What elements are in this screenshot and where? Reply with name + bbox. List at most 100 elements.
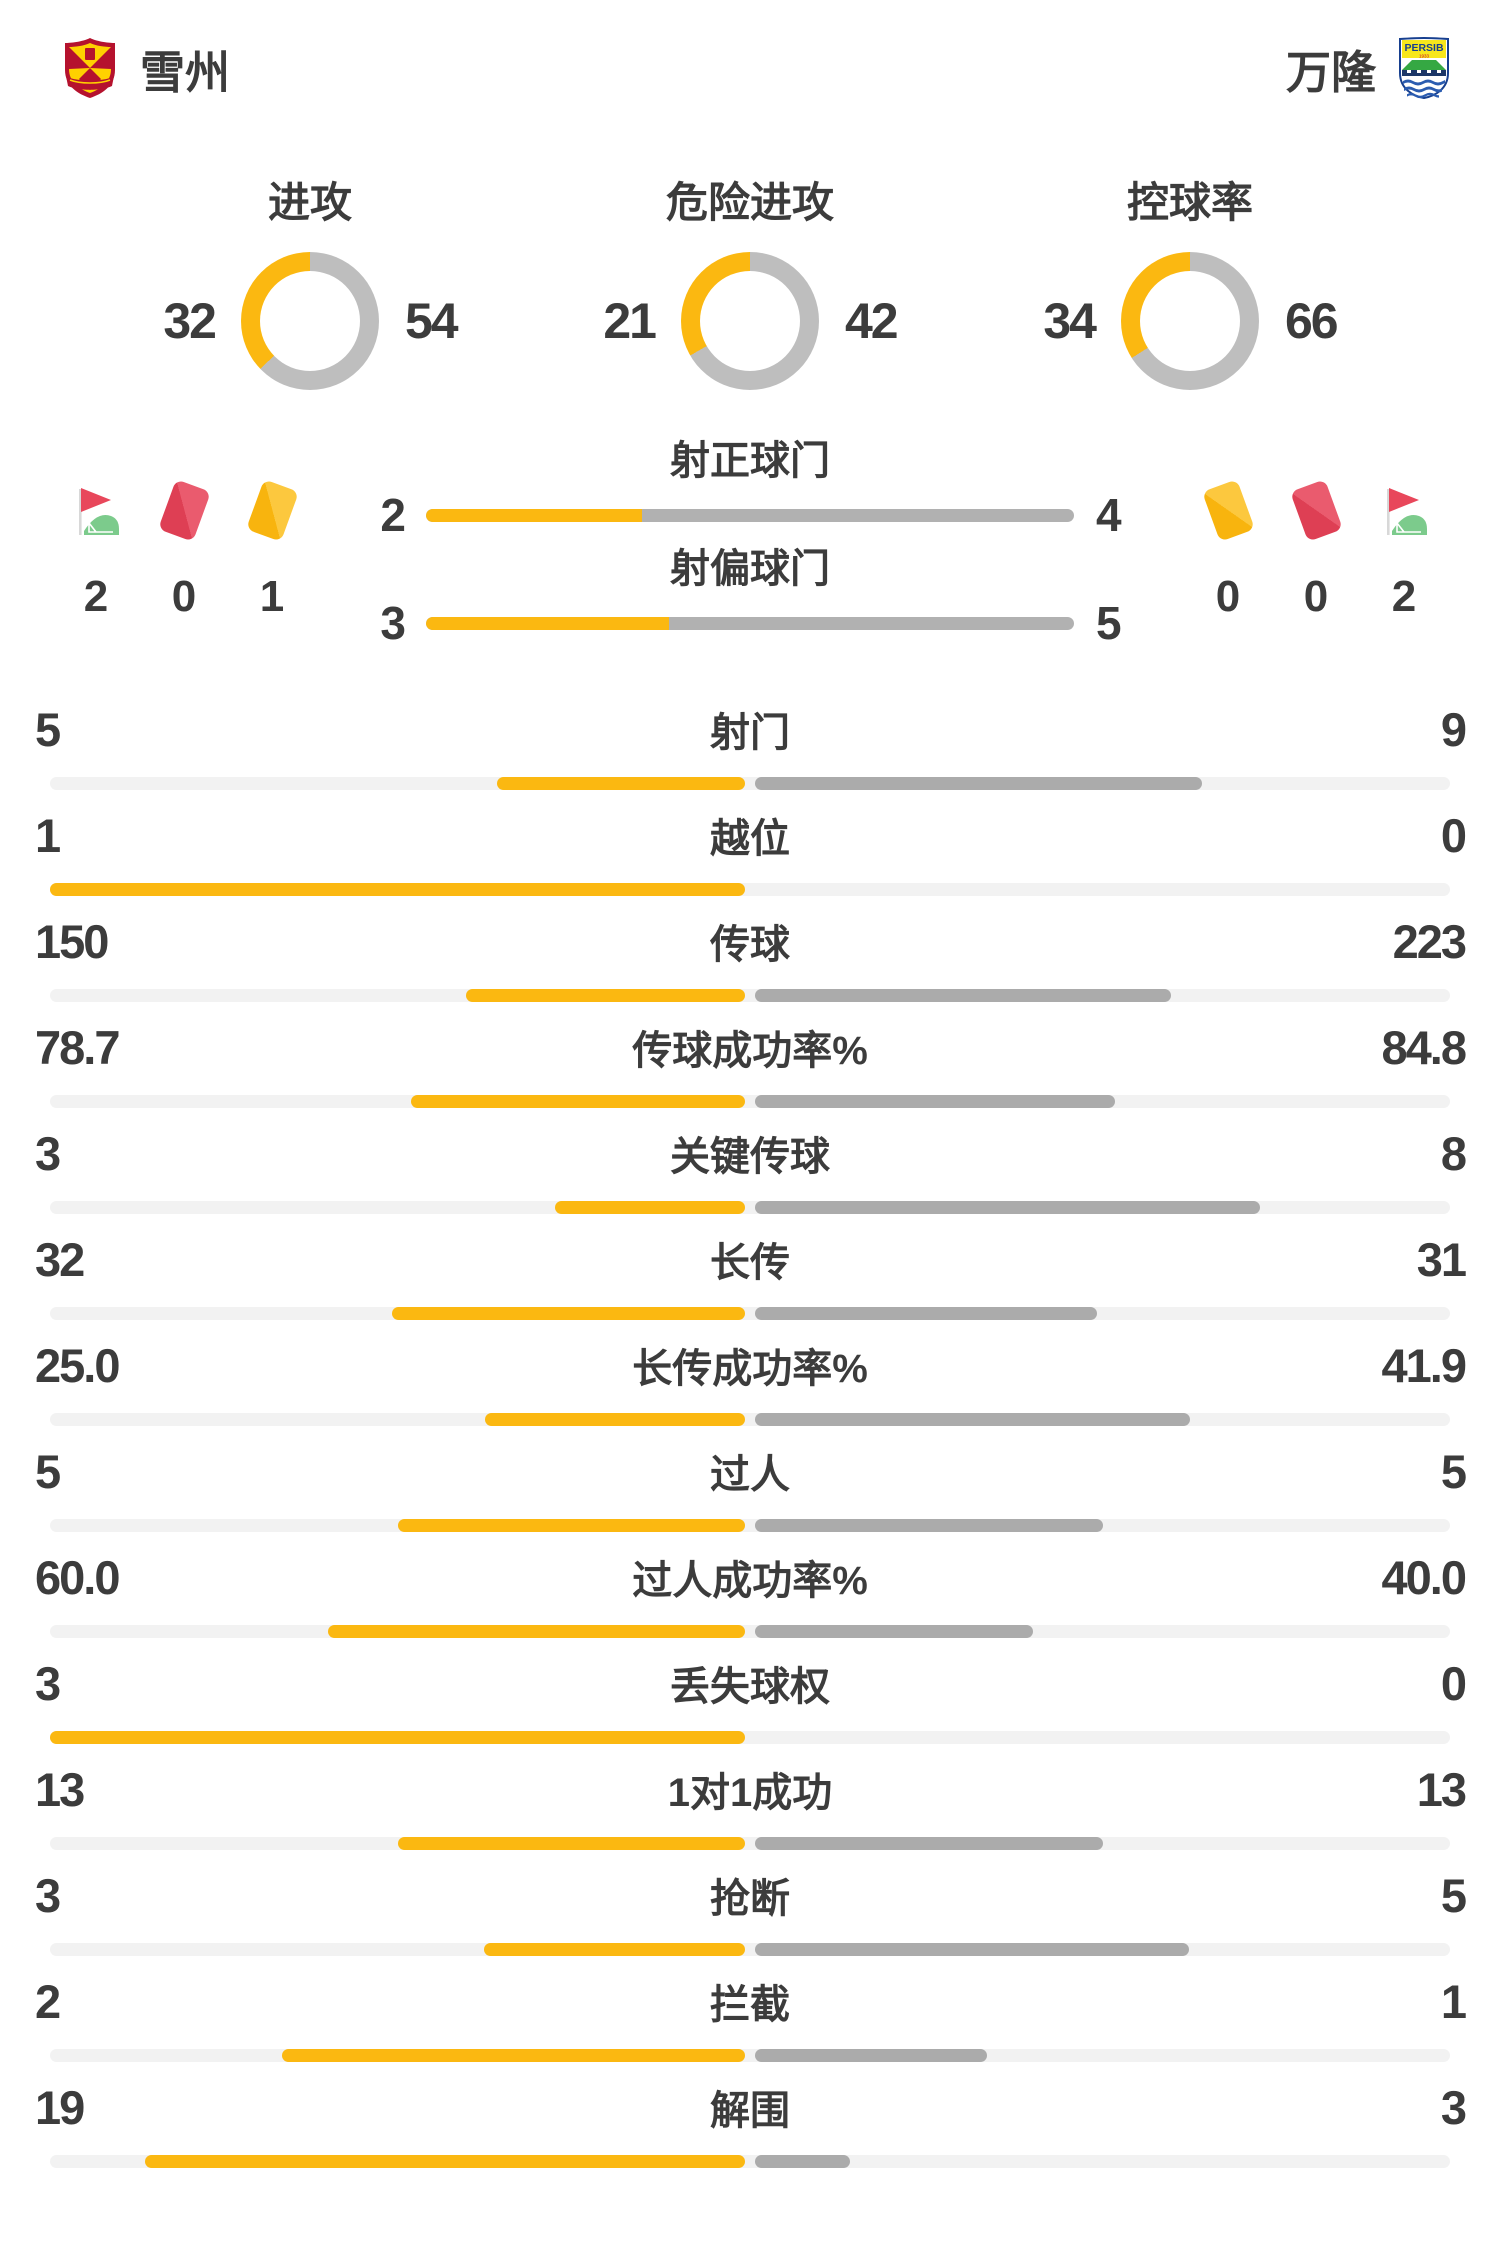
- stat-bar-track: [50, 1307, 1450, 1320]
- stat-away-bar: [755, 1837, 1103, 1850]
- away-discipline-counts: 0 0 2: [1198, 572, 1434, 622]
- red-card-icon: [154, 478, 214, 542]
- shot-bars: 射正球门 2 4 射偏球门 3 5: [330, 436, 1170, 652]
- stat-home-bar: [328, 1625, 745, 1638]
- stat-row: 1 越位 0: [35, 809, 1467, 916]
- stat-home-value: 5: [35, 703, 61, 756]
- donut-chart: 进攻 32 54: [90, 178, 530, 390]
- home-corner-count: 2: [83, 572, 109, 621]
- home-team-logo: [65, 38, 115, 98]
- stat-away-value: 1: [1440, 1975, 1467, 2028]
- stat-home-bar: [465, 989, 745, 1002]
- stat-home-bar: [144, 2155, 745, 2168]
- shot-bar-row: 射偏球门 3 5: [330, 544, 1170, 652]
- stat-home-value: 60.0: [35, 1551, 120, 1604]
- donut-home-value: 21: [603, 293, 657, 349]
- donut-away-value: 54: [405, 293, 459, 349]
- yellow-card-icon: [242, 478, 302, 542]
- stat-home-value: 5: [35, 1445, 61, 1498]
- stat-label: 解围: [710, 2089, 790, 2133]
- stat-row: 5 过人 5: [35, 1445, 1467, 1552]
- stat-bar-track: [50, 1837, 1450, 1850]
- shot-bar: [426, 508, 1074, 522]
- stat-home-value: 25.0: [35, 1339, 120, 1392]
- stat-label: 关键传球: [670, 1135, 830, 1179]
- stat-row: 19 解围 3: [35, 2081, 1467, 2188]
- home-discipline-counts: 2 0 1: [66, 572, 396, 622]
- stat-label: 拦截: [710, 1983, 790, 2027]
- stat-away-value: 3: [1440, 2081, 1467, 2134]
- away-discipline-icons: [1198, 478, 1434, 542]
- donut-title: 进攻: [267, 179, 352, 226]
- stat-home-bar: [496, 777, 745, 790]
- stat-row: 13 1对1成功 13: [35, 1763, 1467, 1870]
- stat-home-bar: [485, 1413, 745, 1426]
- donut-chart: 控球率 34 66: [970, 178, 1410, 390]
- stat-label: 长传成功率%: [632, 1347, 868, 1391]
- stat-away-value: 41.9: [1381, 1339, 1467, 1392]
- stat-away-bar: [755, 2049, 987, 2062]
- stat-away-value: 223: [1392, 915, 1467, 968]
- stat-bar-track: [50, 1519, 1450, 1532]
- stat-label: 传球成功率%: [632, 1029, 868, 1073]
- away-red-card-count: 0: [1303, 572, 1329, 621]
- donut-charts: 进攻 32 54 危险进攻 21 42 控球率 34 66: [0, 178, 1500, 390]
- stat-bar-track: [50, 989, 1450, 1002]
- stat-row: 25.0 长传成功率% 41.9: [35, 1339, 1467, 1446]
- shot-bar-label: 射偏球门: [670, 547, 830, 591]
- home-discipline: 2 0 1: [0, 478, 396, 622]
- stat-home-bar: [50, 1731, 745, 1744]
- stat-bar-track: [50, 883, 1450, 896]
- away-yellow-card-count: 0: [1215, 572, 1241, 621]
- stat-bar-track: [50, 1413, 1450, 1426]
- stat-label: 射门: [710, 711, 790, 755]
- svg-text:PERSIB: PERSIB: [1404, 42, 1444, 54]
- stat-away-value: 9: [1440, 703, 1467, 756]
- stat-bar-track: [50, 1625, 1450, 1638]
- stat-home-value: 1: [35, 809, 61, 862]
- home-team-name: 雪州: [140, 46, 231, 98]
- stats-list: 5 射门 9 1 越位 0 150 传球 223: [0, 704, 1500, 2188]
- stat-label: 长传: [710, 1241, 790, 1285]
- home-team: 雪州: [62, 36, 230, 101]
- stat-home-bar: [410, 1095, 745, 1108]
- donut-ring: [1121, 252, 1259, 390]
- stat-away-bar: [755, 1095, 1116, 1108]
- stat-home-bar: [50, 883, 745, 896]
- stat-away-value: 13: [1416, 1763, 1467, 1816]
- stat-home-bar: [397, 1837, 745, 1850]
- stat-label: 1对1成功: [667, 1771, 833, 1815]
- stat-bar-track: [50, 1943, 1450, 1956]
- stat-away-value: 5: [1440, 1869, 1467, 1922]
- yellow-card-icon: [1198, 478, 1258, 542]
- donut-chart: 危险进攻 21 42: [530, 178, 970, 390]
- stat-bar-track: [50, 1201, 1450, 1214]
- stat-home-value: 150: [35, 915, 109, 968]
- red-card-icon: [1286, 478, 1346, 542]
- stat-home-bar: [281, 2049, 745, 2062]
- stat-row: 3 关键传球 8: [35, 1128, 1467, 1234]
- shot-away-value: 5: [1096, 597, 1122, 649]
- stat-home-bar: [484, 1943, 745, 1956]
- stat-bar-track: [50, 777, 1450, 790]
- stat-home-value: 19: [35, 2081, 85, 2134]
- stat-row: 32 长传 31: [35, 1234, 1467, 1340]
- stat-bar-track: [50, 1095, 1450, 1108]
- away-team-logo: PERSIB 1933: [1399, 37, 1449, 99]
- stat-away-value: 5: [1440, 1445, 1467, 1498]
- shot-bar-label: 射正球门: [670, 439, 830, 483]
- shot-bar-row: 射正球门 2 4: [330, 436, 1170, 544]
- away-team: 万隆 PERSIB 1933: [1286, 36, 1450, 101]
- shot-home-value: 3: [380, 597, 406, 649]
- stat-away-value: 40.0: [1381, 1551, 1467, 1604]
- shot-bar: [426, 616, 1074, 630]
- away-team-name: 万隆: [1285, 46, 1376, 98]
- stat-label: 传球: [710, 923, 790, 967]
- home-red-card-count: 0: [171, 572, 197, 621]
- stat-home-value: 78.7: [35, 1021, 120, 1074]
- donut-title: 控球率: [1126, 179, 1253, 226]
- stat-away-value: 0: [1440, 809, 1467, 862]
- header: 雪州 万隆 PERSIB 1933: [0, 0, 1500, 106]
- stat-row: 60.0 过人成功率% 40.0: [35, 1551, 1467, 1658]
